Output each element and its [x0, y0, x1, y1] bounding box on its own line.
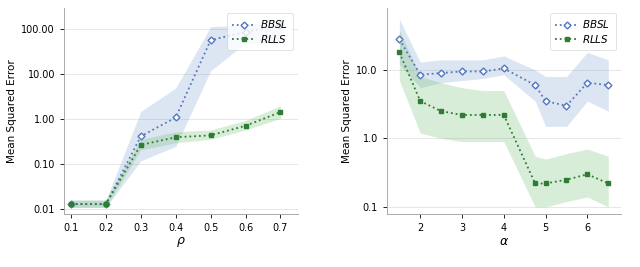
- $RLLS$: [102, 203, 109, 206]
- Y-axis label: Mean Squared Error: Mean Squared Error: [7, 59, 17, 163]
- Line: $RLLS$: $RLLS$: [397, 50, 611, 186]
- $RLLS$: [417, 100, 424, 103]
- X-axis label: $\rho$: $\rho$: [176, 235, 186, 249]
- $RLLS$: [500, 113, 508, 117]
- Y-axis label: Mean Squared Error: Mean Squared Error: [342, 59, 352, 163]
- $RLLS$: [563, 178, 570, 181]
- $BBSL$: [479, 70, 487, 73]
- $RLLS$: [207, 134, 214, 137]
- $RLLS$: [531, 182, 539, 185]
- Legend: $BBSL$, $RLLS$: $BBSL$, $RLLS$: [227, 13, 292, 50]
- $BBSL$: [500, 67, 508, 70]
- $BBSL$: [563, 104, 570, 107]
- Line: $BBSL$: $BBSL$: [68, 23, 283, 207]
- $BBSL$: [531, 84, 539, 87]
- $BBSL$: [137, 135, 145, 138]
- $BBSL$: [458, 70, 466, 73]
- $RLLS$: [172, 136, 180, 139]
- $RLLS$: [584, 173, 591, 176]
- $RLLS$: [67, 203, 75, 206]
- $BBSL$: [242, 30, 250, 34]
- $RLLS$: [479, 113, 487, 117]
- Line: $RLLS$: $RLLS$: [68, 110, 283, 207]
- $BBSL$: [542, 100, 550, 103]
- Legend: $BBSL$, $RLLS$: $BBSL$, $RLLS$: [550, 13, 616, 50]
- $RLLS$: [458, 113, 466, 117]
- $BBSL$: [67, 203, 75, 206]
- $RLLS$: [396, 51, 403, 54]
- $RLLS$: [604, 182, 612, 185]
- $BBSL$: [604, 84, 612, 87]
- $BBSL$: [396, 38, 403, 41]
- $RLLS$: [542, 182, 550, 185]
- $BBSL$: [417, 73, 424, 76]
- $BBSL$: [207, 38, 214, 42]
- X-axis label: $\alpha$: $\alpha$: [499, 235, 509, 248]
- $BBSL$: [437, 72, 445, 75]
- $RLLS$: [242, 124, 250, 127]
- Line: $BBSL$: $BBSL$: [397, 37, 611, 108]
- $BBSL$: [276, 23, 284, 27]
- $BBSL$: [172, 116, 180, 119]
- $RLLS$: [437, 109, 445, 113]
- $RLLS$: [137, 143, 145, 147]
- $BBSL$: [584, 81, 591, 84]
- $BBSL$: [102, 203, 109, 206]
- $RLLS$: [276, 111, 284, 114]
